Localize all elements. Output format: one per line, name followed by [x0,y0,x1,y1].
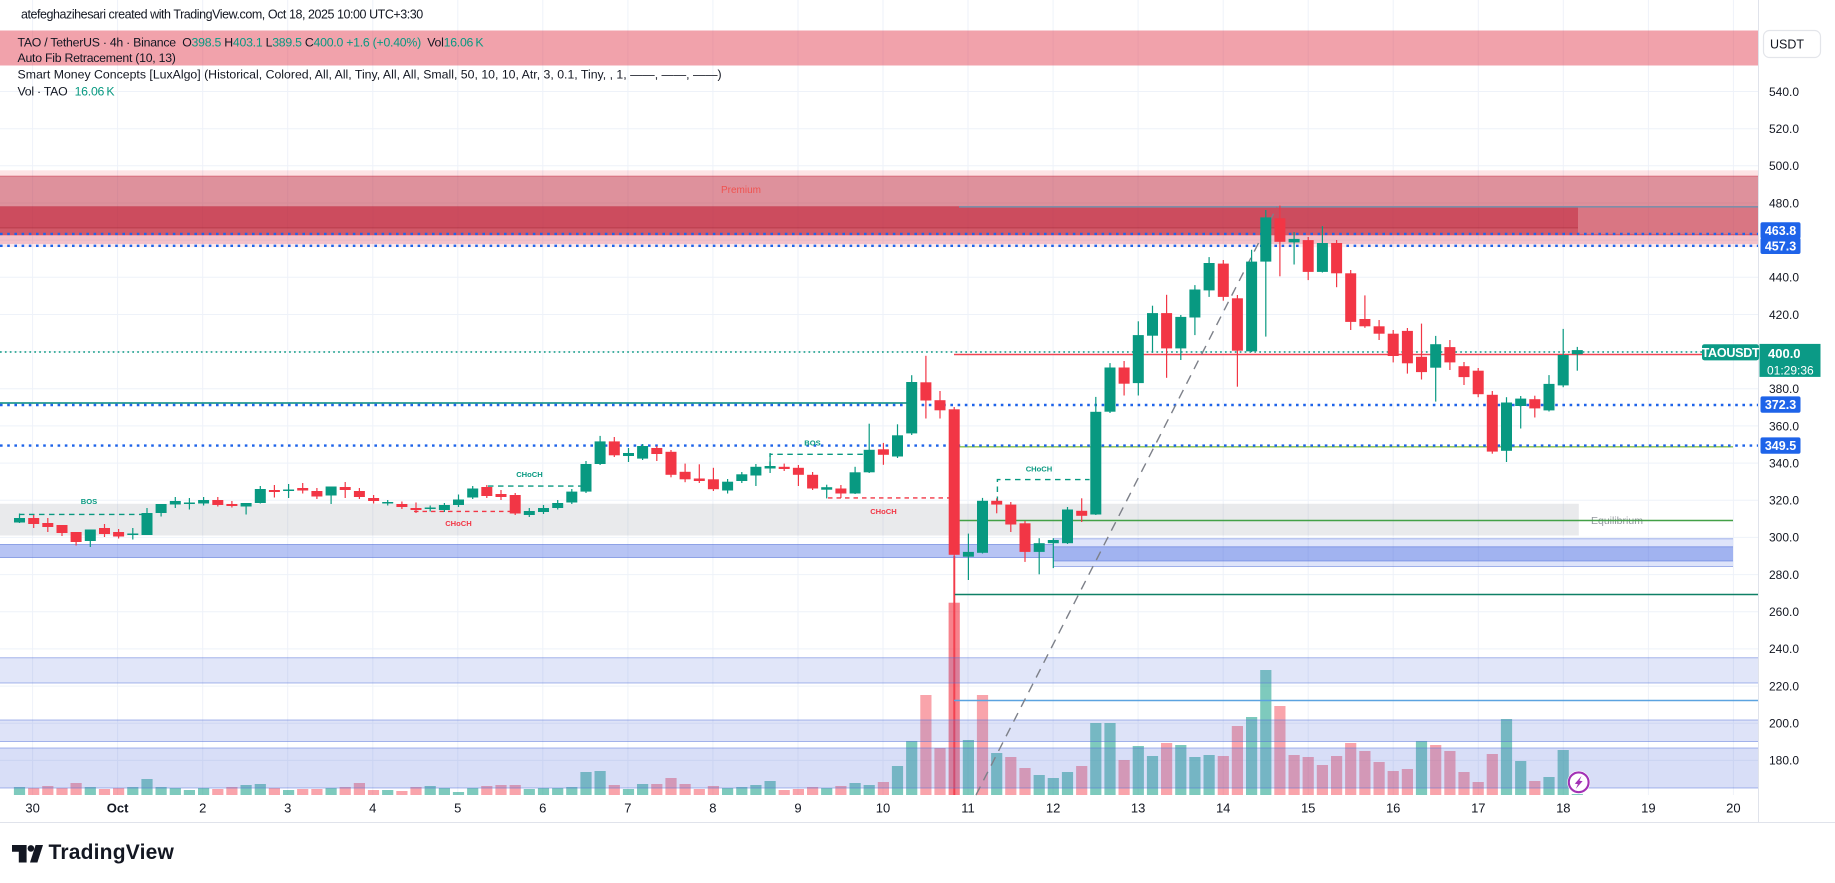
svg-text:14: 14 [1216,801,1230,816]
svg-text:360.0: 360.0 [1769,419,1799,433]
svg-text:300.0: 300.0 [1769,531,1799,545]
svg-text:200.0: 200.0 [1769,717,1799,731]
svg-text:01:29:36: 01:29:36 [1767,364,1814,378]
svg-text:6: 6 [539,801,546,816]
svg-text:2: 2 [199,801,206,816]
svg-text:15: 15 [1301,801,1315,816]
svg-text:8: 8 [709,801,716,816]
svg-text:13: 13 [1131,801,1145,816]
svg-text:372.3: 372.3 [1765,398,1796,412]
svg-text:Premium: Premium [721,185,761,196]
svg-text:420.0: 420.0 [1769,308,1799,322]
svg-text:260.0: 260.0 [1769,605,1799,619]
svg-text:BOS: BOS [804,438,820,447]
svg-text:340.0: 340.0 [1769,456,1799,470]
svg-text:480.0: 480.0 [1769,196,1799,210]
svg-text:320.0: 320.0 [1769,494,1799,508]
svg-text:220.0: 220.0 [1769,679,1799,693]
svg-text:20: 20 [1726,801,1740,816]
svg-text:440.0: 440.0 [1769,271,1799,285]
svg-text:7: 7 [624,801,631,816]
svg-text:240.0: 240.0 [1769,642,1799,656]
svg-text:457.3: 457.3 [1765,239,1796,253]
svg-text:280.0: 280.0 [1769,568,1799,582]
svg-text:Auto Fib Retracement (10, 13): Auto Fib Retracement (10, 13) [18,51,176,65]
svg-text:17: 17 [1471,801,1485,816]
svg-text:30: 30 [25,801,39,816]
svg-text:Vol · TAO 16.06 K: Vol · TAO 16.06 K [18,84,116,98]
svg-text:TAO / TetherUS · 4h · Binance: TAO / TetherUS · 4h · Binance O398.5 H40… [18,36,485,50]
svg-text:349.5: 349.5 [1765,439,1796,453]
svg-text:9: 9 [794,801,801,816]
svg-text:Smart Money Concepts [LuxAlgo]: Smart Money Concepts [LuxAlgo] (Historic… [18,68,722,82]
svg-text:11: 11 [961,801,975,816]
svg-text:19: 19 [1641,801,1655,816]
svg-text:520.0: 520.0 [1769,122,1799,136]
svg-text:Oct: Oct [107,801,129,816]
svg-text:TradingView: TradingView [49,841,175,864]
svg-text:18: 18 [1556,801,1570,816]
svg-text:5: 5 [454,801,461,816]
svg-text:atefeghazihesari created with: atefeghazihesari created with TradingVie… [21,8,423,22]
svg-text:12: 12 [1046,801,1060,816]
svg-text:400.0: 400.0 [1768,346,1801,361]
svg-text:CHoCH: CHoCH [1026,465,1053,474]
svg-text:CHoCH: CHoCH [870,507,897,516]
svg-text:BOS: BOS [81,497,97,506]
svg-text:16: 16 [1386,801,1400,816]
svg-text:CHoCH: CHoCH [516,470,543,479]
svg-text:540.0: 540.0 [1769,85,1799,99]
svg-text:180.0: 180.0 [1769,754,1799,768]
svg-text:3: 3 [284,801,291,816]
svg-text:10: 10 [876,801,890,816]
svg-text:380.0: 380.0 [1769,382,1799,396]
svg-text:500.0: 500.0 [1769,159,1799,173]
svg-text:CHoCH: CHoCH [445,519,472,528]
svg-text:4: 4 [369,801,376,816]
svg-text:TAOUSDT: TAOUSDT [1702,346,1760,360]
svg-text:USDT: USDT [1770,38,1804,52]
svg-text:463.8: 463.8 [1765,224,1796,238]
